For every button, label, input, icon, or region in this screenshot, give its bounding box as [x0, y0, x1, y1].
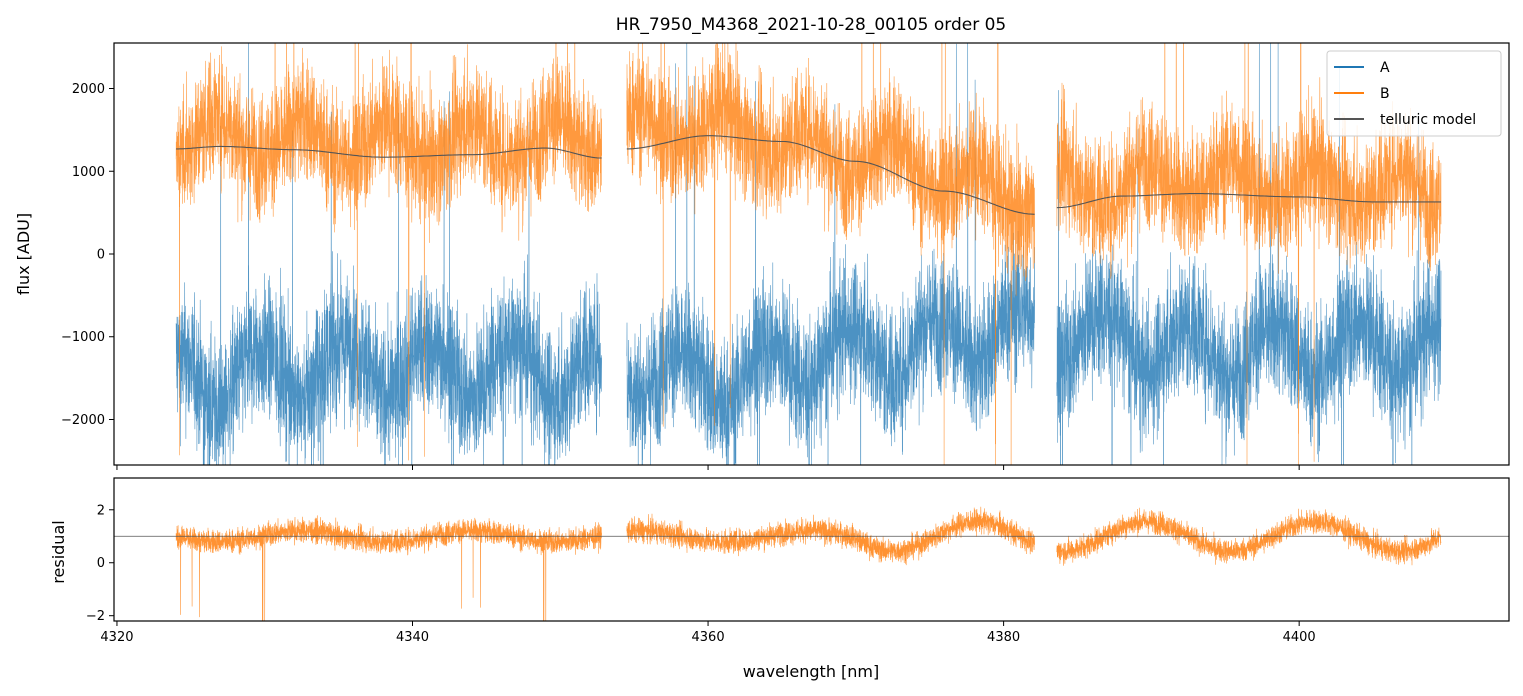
x-tick-label: 4360 [692, 630, 725, 645]
flux-y-axis-label: flux [ADU] [14, 213, 33, 295]
flux-x-ticks [116, 465, 1300, 470]
legend-label-telluric: telluric model [1380, 112, 1476, 128]
series-b-line [1056, 43, 1442, 465]
residual-y-ticks: −2 0 2 [86, 503, 114, 624]
residual-plot-area [114, 506, 1509, 621]
x-tick-label: 4380 [987, 630, 1020, 645]
telluric-model-line [1056, 193, 1441, 209]
telluric-model-line [626, 135, 1035, 215]
y-tick-label: 2 [97, 503, 105, 518]
x-axis-label: wavelength [nm] [743, 662, 880, 681]
chart-title: HR_7950_M4368_2021-10-28_00105 order 05 [616, 15, 1006, 35]
flux-plot-area [175, 43, 1442, 465]
y-tick-label: 1000 [72, 165, 105, 180]
residual-line [626, 506, 1035, 566]
residual-x-ticks: 4320 4340 4360 4380 4400 [100, 621, 1316, 645]
x-tick-label: 4320 [100, 630, 133, 645]
legend-label-b: B [1380, 86, 1390, 102]
y-tick-label: 2000 [72, 82, 105, 97]
y-tick-label: −1000 [61, 330, 105, 345]
x-tick-label: 4340 [396, 630, 429, 645]
series-a-line [175, 43, 602, 465]
telluric-model-line [176, 145, 602, 159]
legend: A B telluric model [1326, 50, 1502, 137]
residual-y-axis-label: residual [49, 520, 68, 583]
residual-axes-frame [113, 477, 1510, 622]
series-a-line [626, 43, 1035, 465]
flux-y-ticks: −2000 −1000 0 1000 2000 [61, 82, 114, 428]
legend-label-a: A [1380, 60, 1390, 76]
series-b-line [626, 43, 1035, 465]
series-a-line [1056, 43, 1442, 465]
y-tick-label: 0 [97, 556, 105, 571]
y-tick-label: 0 [97, 248, 105, 263]
x-tick-label: 4400 [1283, 630, 1316, 645]
residual-line [175, 515, 602, 621]
y-tick-label: −2000 [61, 413, 105, 428]
series-b-line [175, 43, 602, 461]
legend-box [1326, 50, 1502, 137]
residual-line [1056, 507, 1442, 566]
y-tick-label: −2 [86, 609, 105, 624]
